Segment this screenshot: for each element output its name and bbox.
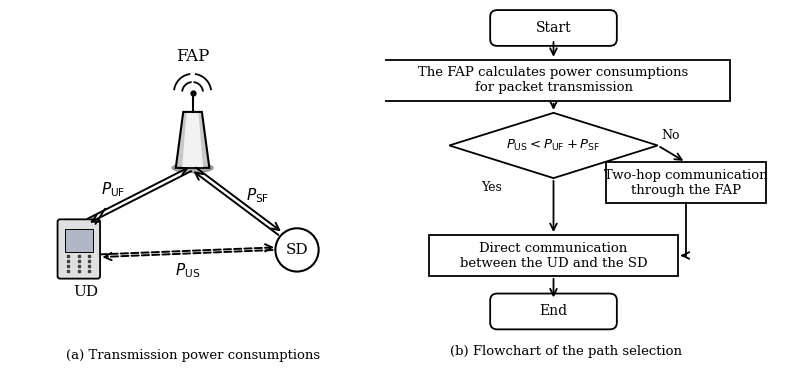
Bar [606, 162, 766, 203]
Text: UD: UD [74, 285, 99, 300]
Text: (b) Flowchart of the path selection: (b) Flowchart of the path selection [450, 345, 681, 358]
Text: $P_{\mathrm{US}}$: $P_{\mathrm{US}}$ [174, 261, 200, 280]
FancyBboxPatch shape [57, 219, 100, 279]
FancyBboxPatch shape [64, 229, 93, 252]
Text: SD: SD [285, 243, 308, 257]
Text: No: No [662, 129, 680, 141]
Text: $P_{\mathrm{UF}}$: $P_{\mathrm{UF}}$ [101, 180, 126, 199]
Ellipse shape [172, 163, 213, 172]
Polygon shape [182, 113, 203, 167]
Polygon shape [176, 112, 209, 168]
Text: Start: Start [536, 21, 571, 35]
Text: The FAP calculates power consumptions
for packet transmission: The FAP calculates power consumptions fo… [418, 66, 689, 94]
Text: Direct communication
between the UD and the SD: Direct communication between the UD and … [460, 241, 648, 270]
FancyBboxPatch shape [490, 294, 617, 329]
Text: Yes: Yes [481, 181, 502, 194]
Text: Two-hop communication
through the FAP: Two-hop communication through the FAP [604, 169, 768, 197]
Text: End: End [539, 304, 567, 319]
Circle shape [275, 228, 318, 272]
Bar [429, 235, 678, 276]
Bar [377, 60, 730, 101]
Text: FAP: FAP [176, 48, 209, 65]
Text: (a) Transmission power consumptions: (a) Transmission power consumptions [65, 349, 320, 362]
Text: $P_{\mathrm{SF}}$: $P_{\mathrm{SF}}$ [246, 186, 270, 205]
Text: $P_{\mathrm{US}} < P_{\mathrm{UF}} + P_{\mathrm{SF}}$: $P_{\mathrm{US}} < P_{\mathrm{UF}} + P_{… [506, 138, 601, 153]
FancyBboxPatch shape [490, 10, 617, 46]
Polygon shape [450, 113, 658, 178]
